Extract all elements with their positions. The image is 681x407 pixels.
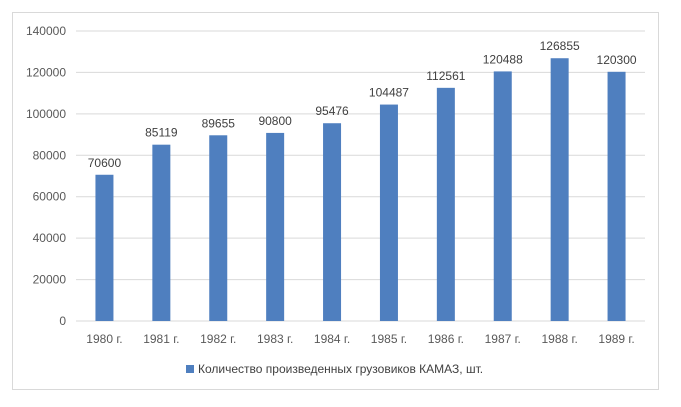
y-tick-label: 140000 — [26, 24, 66, 38]
x-tick-label: 1986 г. — [428, 332, 464, 346]
bar — [379, 104, 398, 321]
x-tick-label: 1989 г. — [598, 332, 634, 346]
x-tick-label: 1982 г. — [200, 332, 236, 346]
data-label: 104487 — [369, 86, 409, 100]
data-label: 112561 — [426, 69, 465, 83]
y-tick-label: 120000 — [26, 65, 66, 79]
bar — [607, 71, 626, 321]
x-tick-label: 1987 г. — [485, 332, 521, 346]
x-tick-label: 1988 г. — [542, 332, 578, 346]
data-label: 89655 — [202, 116, 236, 130]
x-tick-label: 1980 г. — [86, 332, 122, 346]
bar — [95, 174, 114, 321]
legend-label: Количество произведенных грузовиков КАМА… — [198, 362, 483, 376]
x-tick-label: 1985 г. — [371, 332, 407, 346]
y-tick-label: 60000 — [33, 190, 67, 204]
data-label: 120300 — [597, 53, 637, 67]
x-tick-label: 1981 г. — [143, 332, 179, 346]
data-label: 120488 — [483, 52, 523, 66]
y-tick-label: 100000 — [26, 107, 66, 121]
y-tick-label: 20000 — [33, 273, 67, 287]
bar — [152, 144, 171, 321]
bar — [266, 132, 285, 321]
bar — [550, 58, 569, 321]
data-label: 95476 — [315, 104, 349, 118]
bar — [209, 135, 228, 321]
data-label: 85119 — [145, 126, 178, 140]
bar — [436, 87, 455, 322]
y-tick-label: 0 — [59, 314, 66, 328]
bar — [323, 123, 342, 321]
legend-swatch — [186, 365, 194, 373]
y-tick-label: 40000 — [33, 231, 67, 245]
x-tick-label: 1983 г. — [257, 332, 293, 346]
y-tick-label: 80000 — [33, 148, 67, 162]
data-label: 90800 — [258, 114, 292, 128]
bar — [493, 71, 512, 321]
x-tick-label: 1984 г. — [314, 332, 350, 346]
data-label: 70600 — [88, 156, 122, 170]
data-label: 126855 — [540, 39, 580, 53]
